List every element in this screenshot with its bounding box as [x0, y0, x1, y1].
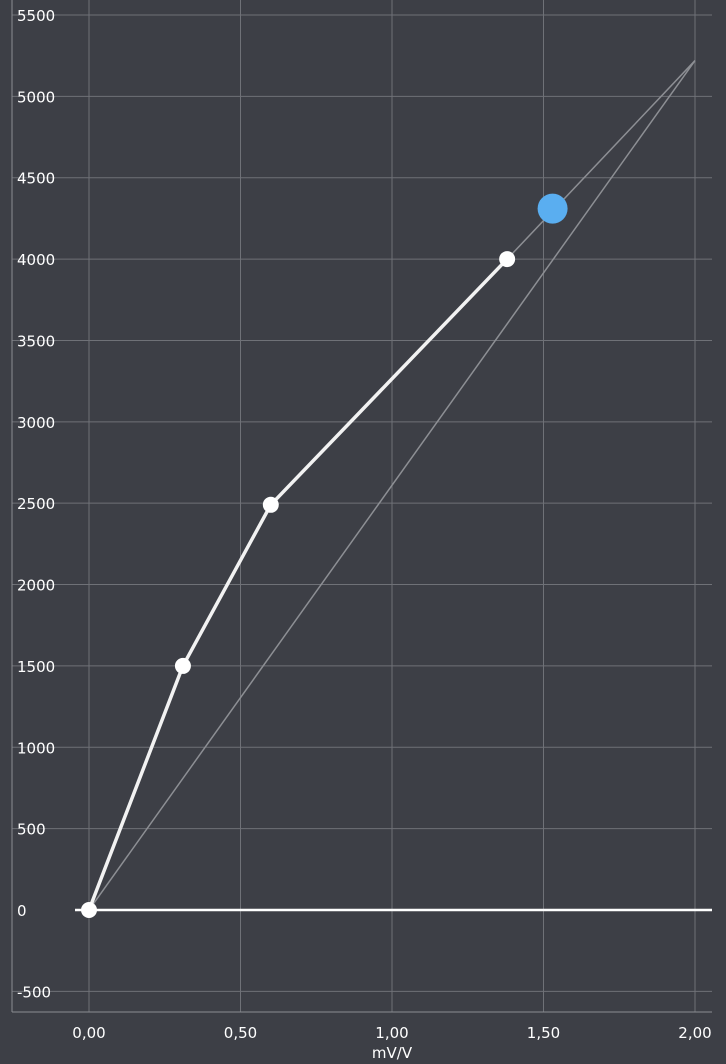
grid [12, 0, 712, 1012]
calibration-series [87, 257, 509, 911]
calibration-point [174, 657, 191, 674]
y-tick-label: 5500 [17, 7, 55, 25]
x-axis-title: mV/V [372, 1044, 413, 1062]
y-axis-tick-labels: -500 0 500 1000 1500 2000 2500 3000 3500 4000 4500… [17, 7, 55, 1001]
x-tick-label: 2,00 [678, 1024, 711, 1042]
y-tick-label: 500 [17, 821, 46, 839]
plot-frame [11, 0, 712, 1013]
y-tick-label: 3000 [17, 414, 55, 432]
y-tick-label: 4000 [17, 251, 55, 269]
y-tick-label: 4500 [17, 170, 55, 188]
x-tick-label: 1,00 [375, 1024, 408, 1042]
calibration-points [81, 193, 568, 918]
current-point-marker [537, 193, 568, 224]
x-tick-label: 0,50 [224, 1024, 257, 1042]
x-axis-tick-labels: 0,00 0,50 1,00 1,50 2,00 [72, 1024, 711, 1042]
calibration-point [262, 496, 279, 513]
y-tick-label: 2500 [17, 495, 55, 513]
y-tick-label: 2000 [17, 577, 55, 595]
calibration-point [499, 251, 516, 268]
x-tick-label: 1,50 [527, 1024, 560, 1042]
y-tick-label: 0 [17, 902, 27, 920]
y-tick-label: 3500 [17, 332, 55, 350]
y-tick-label: -500 [17, 983, 51, 1001]
reference-line [88, 60, 696, 911]
calibration-line [87, 257, 509, 911]
y-tick-label: 5000 [17, 88, 55, 106]
calibration-point [81, 902, 97, 918]
y-tick-label: 1500 [17, 658, 55, 676]
extension-line [506, 60, 696, 260]
reference-lines [88, 60, 696, 911]
y-tick-label: 1000 [17, 739, 55, 757]
x-tick-label: 0,00 [72, 1024, 105, 1042]
